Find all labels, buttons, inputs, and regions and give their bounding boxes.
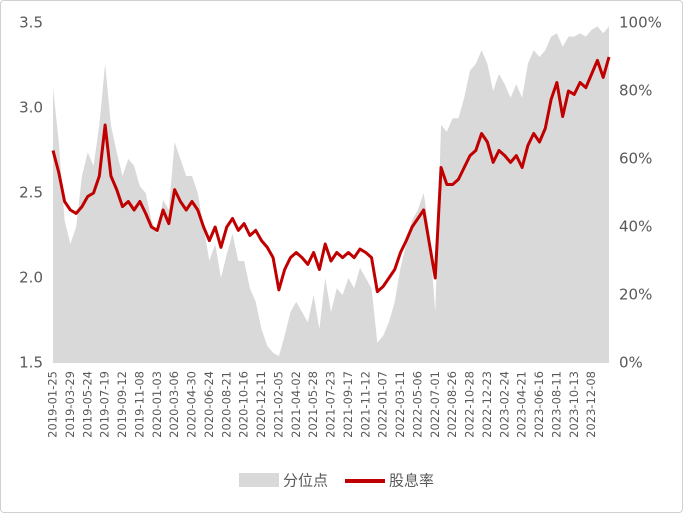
x-tick-label: 2019-09-12 bbox=[115, 371, 129, 438]
x-tick-label: 2020-01-03 bbox=[150, 371, 164, 438]
x-tick-label: 2023-04-21 bbox=[515, 371, 529, 438]
x-tick-label: 2019-11-08 bbox=[132, 371, 146, 438]
x-tick-label: 2022-08-26 bbox=[445, 371, 459, 438]
x-tick-label: 2023-08-11 bbox=[549, 371, 563, 438]
x-tick-label: 2022-07-01 bbox=[428, 371, 442, 438]
x-tick-label: 2020-04-30 bbox=[185, 371, 199, 438]
y-tick-label: 2.5 bbox=[19, 184, 43, 202]
y2-tick-label: 40% bbox=[619, 218, 652, 236]
x-tick-label: 2021-04-02 bbox=[289, 371, 303, 438]
x-tick-label: 2022-10-28 bbox=[463, 371, 477, 438]
legend-label: 分位点 bbox=[283, 472, 328, 490]
y2-tick-label: 20% bbox=[619, 286, 652, 304]
y2-tick-label: 60% bbox=[619, 150, 652, 168]
x-tick-label: 2022-12-23 bbox=[480, 371, 494, 438]
x-tick-label: 2023-10-13 bbox=[567, 371, 581, 438]
y2-tick-label: 80% bbox=[619, 82, 652, 100]
y2-tick-label: 0% bbox=[619, 354, 643, 372]
line bbox=[51, 56, 611, 294]
y-tick-label: 3.5 bbox=[19, 14, 43, 32]
x-tick-label: 2021-02-05 bbox=[271, 371, 285, 438]
x-tick-label: 2021-11-12 bbox=[358, 371, 372, 438]
x-tick-label: 2020-12-11 bbox=[254, 371, 268, 438]
x-tick-label: 2020-10-16 bbox=[237, 371, 251, 438]
x-tick-label: 2019-07-19 bbox=[98, 371, 112, 438]
legend-label: 股息率 bbox=[389, 472, 434, 490]
x-tick-label: 2022-05-06 bbox=[410, 371, 424, 438]
x-tick-label: 2022-03-11 bbox=[393, 371, 407, 438]
x-tick-label: 2019-05-24 bbox=[80, 371, 94, 438]
x-tick-label: 2020-03-06 bbox=[167, 371, 181, 438]
legend-swatch bbox=[239, 473, 279, 487]
x-tick-label: 2020-06-24 bbox=[202, 371, 216, 438]
x-tick-label: 2019-03-29 bbox=[63, 371, 77, 438]
x-tick-label: 2020-08-21 bbox=[219, 371, 233, 438]
x-tick-label: 2021-07-23 bbox=[324, 371, 338, 438]
y-tick-label: 1.5 bbox=[19, 354, 43, 372]
x-tick-label: 2023-12-08 bbox=[584, 371, 598, 438]
x-tick-label: 2021-09-17 bbox=[341, 371, 355, 438]
y-tick-label: 2.0 bbox=[19, 269, 43, 287]
x-tick-label: 2022-01-07 bbox=[376, 371, 390, 438]
x-tick-label: 2019-01-25 bbox=[46, 371, 60, 438]
area bbox=[53, 26, 609, 364]
x-tick-label: 2023-06-16 bbox=[532, 371, 546, 438]
y2-tick-label: 100% bbox=[619, 14, 662, 32]
y-tick-label: 3.0 bbox=[19, 99, 43, 117]
x-tick-label: 2023-02-24 bbox=[497, 371, 511, 438]
x-tick-label: 2021-05-28 bbox=[306, 371, 320, 438]
plot bbox=[51, 26, 611, 364]
